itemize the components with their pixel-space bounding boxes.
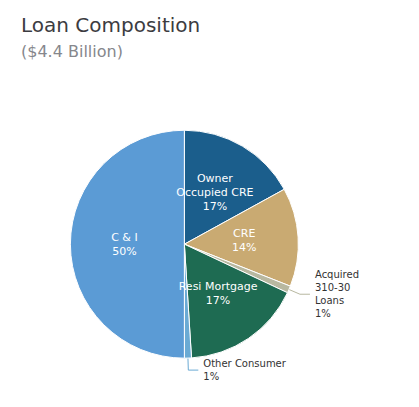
svg-text:50%: 50% <box>112 245 136 258</box>
svg-text:17%: 17% <box>203 200 227 213</box>
svg-text:1%: 1% <box>315 308 331 319</box>
svg-text:($4.4 Billion): ($4.4 Billion) <box>21 42 123 61</box>
svg-text:310-30: 310-30 <box>315 282 350 293</box>
svg-text:14%: 14% <box>232 241 256 254</box>
svg-text:Resi Mortgage: Resi Mortgage <box>179 280 258 293</box>
svg-text:Other Consumer: Other Consumer <box>203 358 286 369</box>
svg-text:C & I: C & I <box>111 231 138 244</box>
svg-text:Owner: Owner <box>197 172 233 185</box>
svg-text:Loan Composition: Loan Composition <box>21 13 200 37</box>
svg-text:Occupied CRE: Occupied CRE <box>176 186 253 199</box>
svg-text:Acquired: Acquired <box>315 269 359 280</box>
svg-text:1%: 1% <box>203 371 219 382</box>
svg-text:Loans: Loans <box>315 295 344 306</box>
svg-text:CRE: CRE <box>233 227 255 240</box>
svg-text:17%: 17% <box>206 294 230 307</box>
